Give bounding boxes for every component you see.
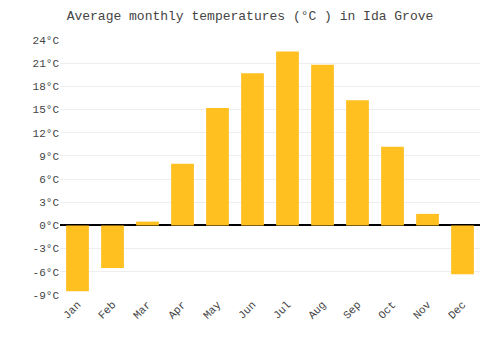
svg-text:-6°C: -6°C bbox=[33, 267, 60, 279]
svg-text:Jun: Jun bbox=[236, 299, 258, 321]
svg-text:Mar: Mar bbox=[131, 299, 153, 321]
svg-text:Feb: Feb bbox=[96, 299, 118, 321]
svg-text:Jan: Jan bbox=[61, 299, 83, 321]
svg-text:Nov: Nov bbox=[411, 299, 434, 322]
svg-text:Dec: Dec bbox=[446, 299, 468, 321]
svg-text:24°C: 24°C bbox=[33, 35, 60, 47]
svg-text:Sep: Sep bbox=[341, 299, 363, 321]
svg-text:Aug: Aug bbox=[306, 299, 328, 321]
svg-text:6°C: 6°C bbox=[39, 174, 59, 186]
svg-text:9°C: 9°C bbox=[39, 151, 59, 163]
svg-text:-9°C: -9°C bbox=[33, 290, 60, 302]
svg-text:Jul: Jul bbox=[271, 299, 293, 321]
svg-text:Average monthly temperatures (: Average monthly temperatures (°C ) in Id… bbox=[67, 9, 434, 24]
svg-text:-3°C: -3°C bbox=[33, 243, 60, 255]
svg-text:12°C: 12°C bbox=[33, 128, 60, 140]
svg-text:Oct: Oct bbox=[376, 299, 398, 321]
svg-text:Apr: Apr bbox=[166, 299, 188, 321]
svg-text:May: May bbox=[201, 299, 224, 322]
svg-text:15°C: 15°C bbox=[33, 104, 60, 116]
svg-text:21°C: 21°C bbox=[33, 58, 60, 70]
svg-text:3°C: 3°C bbox=[39, 197, 59, 209]
svg-text:18°C: 18°C bbox=[33, 81, 60, 93]
svg-text:0°C: 0°C bbox=[39, 220, 59, 232]
